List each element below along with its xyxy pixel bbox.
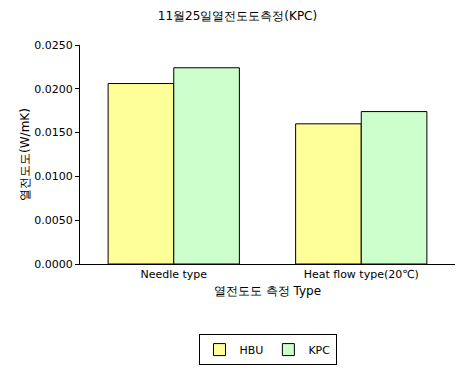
svg-text:열전도도(W/mK): 열전도도(W/mK): [18, 108, 32, 201]
svg-text:Heat flow type(20℃): Heat flow type(20℃): [304, 268, 419, 281]
svg-text:Needle type: Needle type: [140, 268, 207, 281]
svg-text:0.0100: 0.0100: [34, 170, 73, 183]
svg-text:열전도도 측정 Type: 열전도도 측정 Type: [214, 284, 321, 298]
svg-text:KPC: KPC: [308, 344, 330, 357]
svg-text:0.0000: 0.0000: [34, 258, 73, 271]
svg-text:0.0050: 0.0050: [34, 214, 73, 227]
svg-text:0.0200: 0.0200: [34, 83, 73, 96]
svg-text:0.0250: 0.0250: [34, 39, 73, 52]
svg-text:11월25일열전도도측정(KPC): 11월25일열전도도측정(KPC): [158, 9, 317, 23]
svg-text:0.0150: 0.0150: [34, 126, 73, 139]
svg-text:HBU: HBU: [240, 344, 264, 357]
